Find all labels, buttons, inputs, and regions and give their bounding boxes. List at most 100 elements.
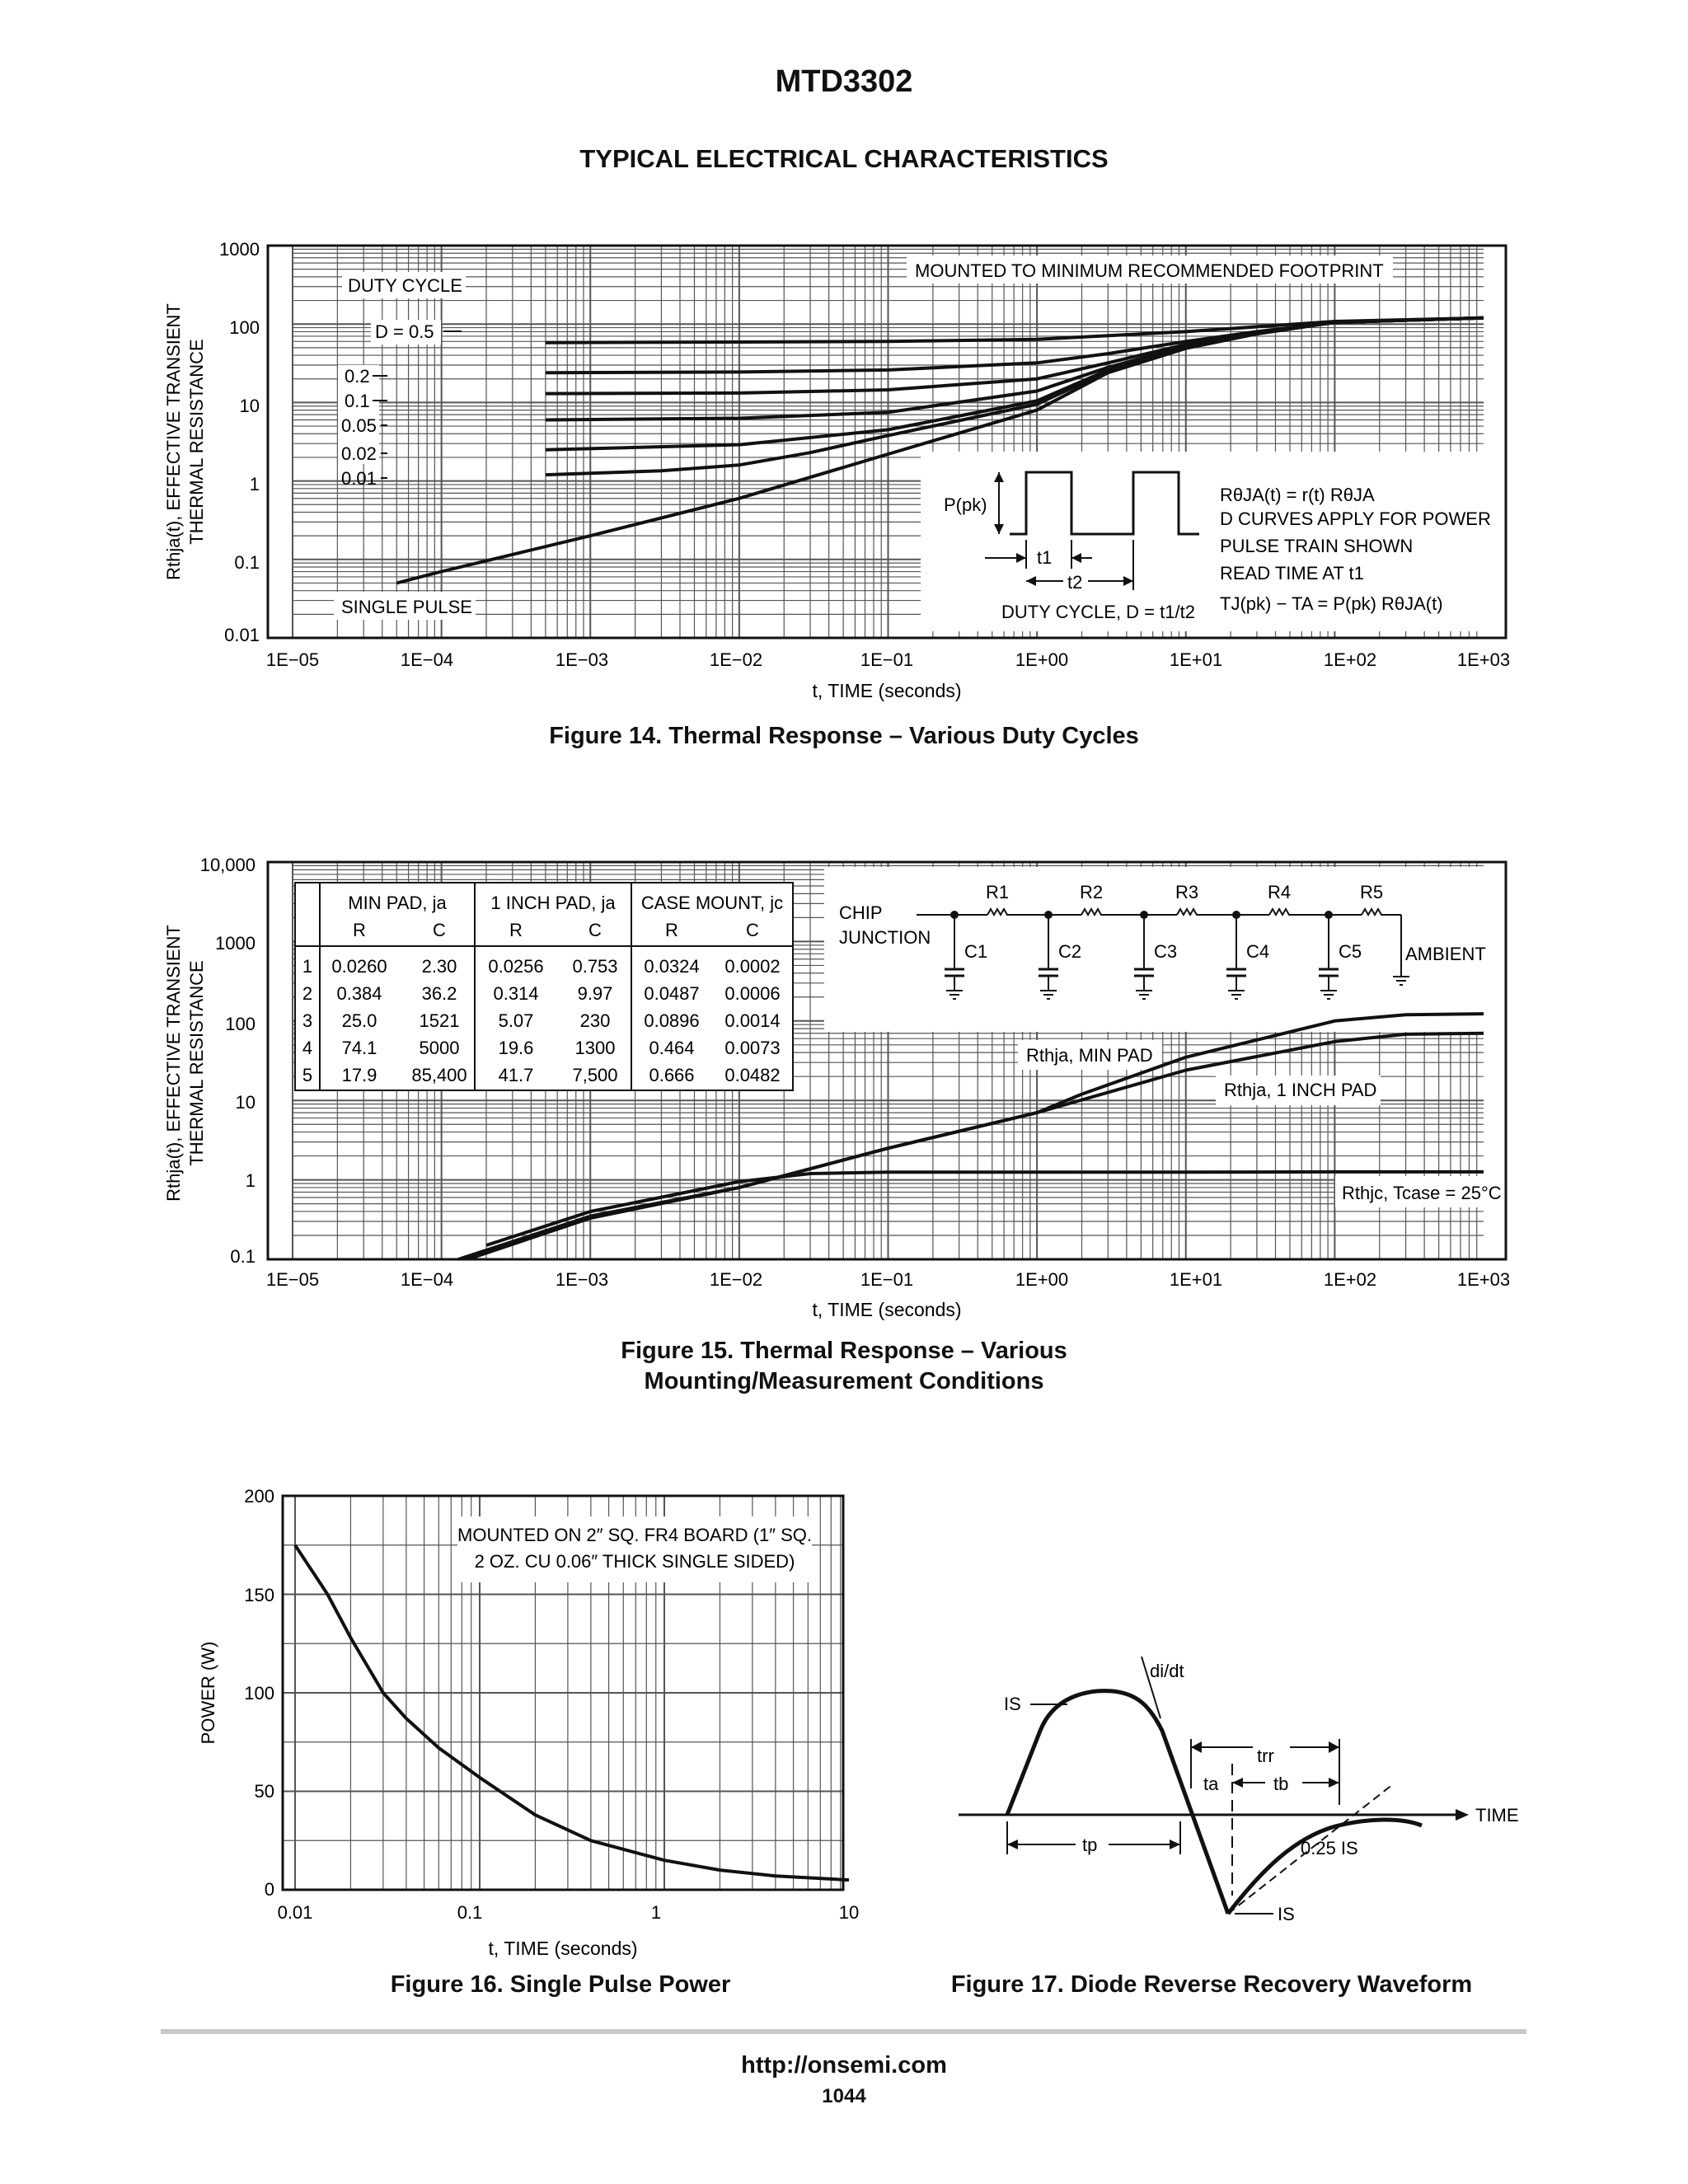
fig15-ylabel: Rthja(t), EFFECTIVE TRANSIENT THERMAL RE…	[163, 925, 207, 1202]
resistor-label: R4	[1268, 882, 1291, 902]
fig17-ta-label: ta	[1203, 1774, 1219, 1794]
table-row-index: 5	[302, 1065, 312, 1085]
fig15-junction-label: JUNCTION	[839, 927, 931, 948]
fig14-xtick: 1E−02	[710, 649, 762, 670]
fig16-note-line1: MOUNTED ON 2″ SQ. FR4 BOARD (1″ SQ.	[457, 1525, 812, 1545]
capacitor-label: C2	[1058, 941, 1081, 962]
table-cell: 0.314	[493, 983, 538, 1004]
fig14-duty-label: 0.02	[341, 443, 377, 464]
fig16-ytick: 0	[265, 1879, 274, 1900]
fig14-footprint-note: MOUNTED TO MINIMUM RECOMMENDED FOOTPRINT	[915, 260, 1384, 281]
fig14-xlabel: t, TIME (seconds)	[812, 680, 961, 701]
fig15-xtick: 1E+03	[1457, 1269, 1510, 1290]
table-cell: 2.30	[422, 956, 457, 977]
fig14-note: READ TIME AT t1	[1220, 563, 1364, 583]
fig15-label-case: Rthjc, Tcase = 25°C	[1342, 1183, 1502, 1203]
table-group-header: MIN PAD, ja	[348, 893, 447, 913]
table-sub-header: C	[588, 920, 602, 940]
fig14-ytick: 1000	[219, 239, 260, 260]
svg-text:Rthja(t), EFFECTIVE TRANSIENT: Rthja(t), EFFECTIVE TRANSIENT	[163, 303, 184, 580]
resistor-label: R2	[1080, 882, 1103, 902]
fig17-didt-leader	[1141, 1656, 1161, 1719]
fig15-xlabel: t, TIME (seconds)	[812, 1299, 961, 1320]
fig16-chart: 200 150 100 50 0 0.01 0.1 1 10 t, TIME (…	[198, 1486, 859, 1959]
table-row-index: 2	[302, 983, 312, 1004]
fig14-xtick: 1E−03	[556, 649, 608, 670]
resistor-label: R3	[1175, 882, 1198, 902]
table-sub-header: R	[353, 920, 366, 940]
series-line-1	[545, 316, 1484, 375]
fig17-is-top-label: IS	[1004, 1694, 1021, 1714]
fig14-pulse-train	[1010, 471, 1199, 536]
table-cell: 7,500	[572, 1065, 617, 1085]
fig14-xtick: 1E−01	[860, 649, 913, 670]
fig15-series-labels: Rthja, MIN PAD Rthja, 1 INCH PAD Rthjc, …	[1026, 1045, 1502, 1203]
section-title: TYPICAL ELECTRICAL CHARACTERISTICS	[579, 144, 1109, 173]
table-sub-header: R	[509, 920, 523, 940]
fig14-duty-label: D = 0.5	[375, 321, 434, 342]
fig14-duty-label: 0.2	[345, 366, 370, 387]
fig15-chip-label: CHIP	[839, 902, 883, 923]
fig16-note-box	[457, 1516, 812, 1582]
fig17-tp-label: tp	[1082, 1835, 1097, 1855]
fig15-xtick: 1E+02	[1324, 1269, 1376, 1290]
fig16-ytick: 50	[255, 1781, 274, 1802]
table-cell: 0.0073	[724, 1038, 780, 1058]
fig14-xtick: 1E−04	[401, 649, 453, 670]
fig14-ytick: 10	[240, 396, 260, 416]
fig17-caption: Figure 17. Diode Reverse Recovery Wavefo…	[950, 1971, 1473, 1998]
fig15-label-1inch-pad: Rthja, 1 INCH PAD	[1224, 1080, 1376, 1100]
fig14-chart: 1000 100 10 1 0.1 0.01 1E−05 1E−04 1E−03…	[163, 239, 1510, 701]
fig15-xtick: 1E−05	[266, 1269, 319, 1290]
fig16-ytick: 150	[244, 1585, 274, 1605]
fig16-ytick: 200	[244, 1486, 274, 1507]
capacitor-label: C3	[1154, 941, 1177, 962]
fig16-yticks: 200 150 100 50 0	[244, 1486, 274, 1900]
resistor	[1081, 907, 1104, 917]
table-cell: 0.0896	[644, 1010, 699, 1031]
fig15-caption-line1: Figure 15. Thermal Response – Various	[621, 1338, 1067, 1364]
fig17-trr-label: trr	[1257, 1746, 1274, 1766]
table-cell: 0.0487	[644, 983, 699, 1004]
fig16-xtick: 0.01	[278, 1902, 313, 1923]
fig17-diagram: TIME di/dt IS trr ta tb tp 0.25 IS IS	[959, 1656, 1519, 1924]
fig14-inset-t2: t2	[1067, 572, 1082, 593]
fig16-ylabel: POWER (W)	[198, 1642, 218, 1745]
fig16-ytick: 100	[244, 1683, 274, 1704]
fig15-xtick: 1E+01	[1170, 1269, 1222, 1290]
fig14-yticks: 1000 100 10 1 0.1 0.01	[219, 239, 260, 645]
fig14-plot-frame	[266, 244, 1507, 640]
capacitor-label: C5	[1339, 941, 1362, 962]
fig16-xtick: 1	[651, 1902, 661, 1923]
table-cell: 17.9	[342, 1065, 377, 1085]
fig14-note: D CURVES APPLY FOR POWER	[1220, 509, 1491, 529]
table-cell: 36.2	[422, 983, 457, 1004]
fig14-inset-ppk: P(pk)	[944, 494, 987, 515]
fig14-label-boxes	[334, 255, 1498, 631]
svg-text:THERMAL RESISTANCE: THERMAL RESISTANCE	[186, 960, 207, 1165]
fig14-note: TJ(pk) − TA = P(pk) RθJA(t)	[1220, 593, 1443, 614]
table-cell: 5000	[420, 1038, 460, 1058]
fig14-duty-label: 0.1	[345, 391, 370, 411]
series-line-2	[485, 1169, 1484, 1247]
table-cell: 0.666	[649, 1065, 694, 1085]
table-sub-header: R	[665, 920, 678, 940]
table-cell: 74.1	[342, 1038, 377, 1058]
fig14-annotations: MOUNTED TO MINIMUM RECOMMENDED FOOTPRINT…	[341, 260, 1491, 622]
series-line-6	[396, 316, 1484, 585]
fig14-duty-label: 0.05	[341, 415, 377, 436]
fig17-recovery-current	[1226, 1817, 1423, 1915]
svg-text:THERMAL RESISTANCE: THERMAL RESISTANCE	[186, 339, 207, 544]
resistor-label: R1	[986, 882, 1009, 902]
fig15-caption-line2: Mounting/Measurement Conditions	[644, 1368, 1044, 1394]
fig15-rc-table: MIN PAD, ja 1 INCH PAD, ja CASE MOUNT, jc R…	[294, 882, 794, 1091]
capacitor-label: C4	[1246, 941, 1269, 962]
table-cell: 19.6	[499, 1038, 534, 1058]
table-row-index: 3	[302, 1010, 312, 1031]
table-cell: 0.753	[572, 956, 617, 977]
table-cell: 0.0006	[724, 983, 780, 1004]
resistor	[987, 907, 1010, 917]
fig14-xtick: 1E+03	[1457, 649, 1510, 670]
fig15-xtick: 1E−04	[401, 1269, 453, 1290]
footer-rule	[161, 2029, 1526, 2034]
